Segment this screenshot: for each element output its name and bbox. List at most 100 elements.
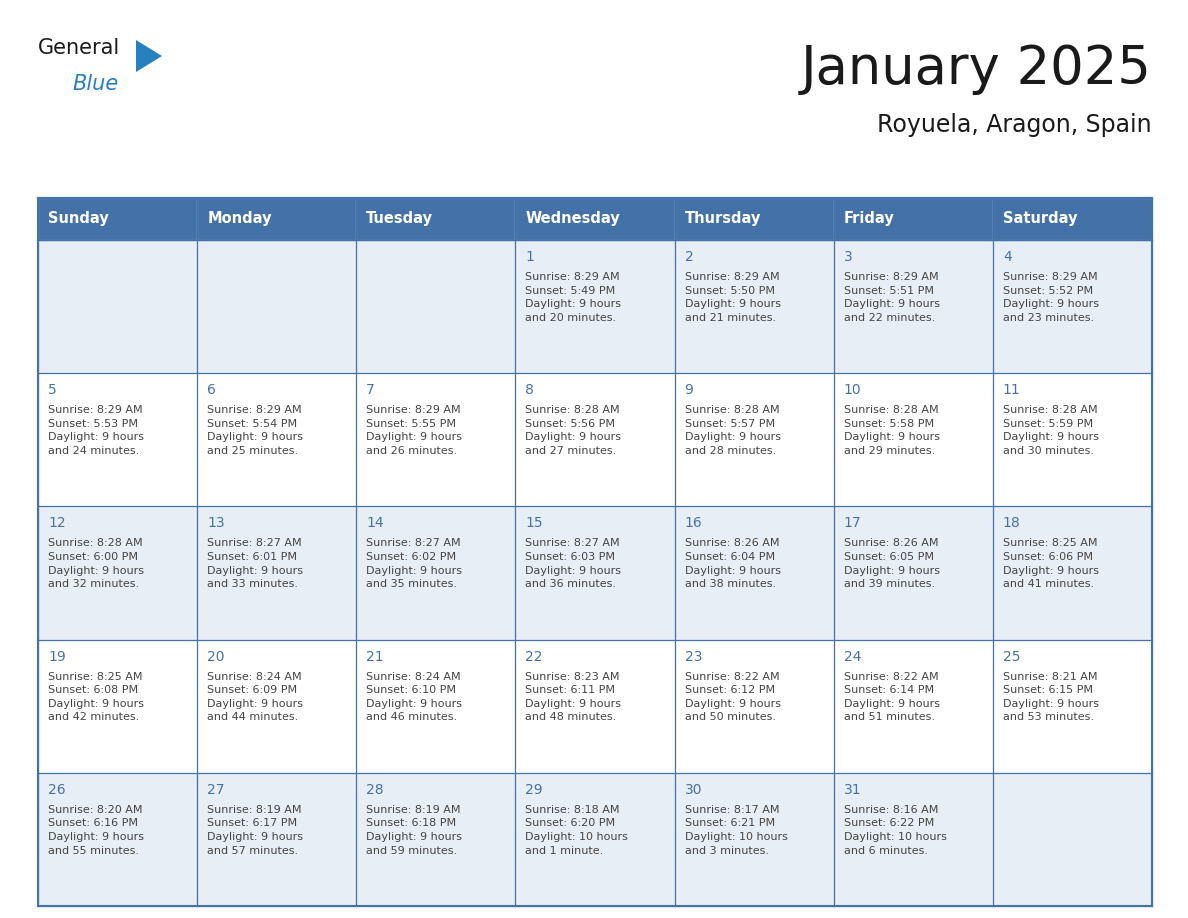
Bar bbox=[993, 240, 1152, 374]
Text: 6: 6 bbox=[207, 383, 216, 397]
Bar bbox=[993, 507, 1152, 640]
Text: Sunrise: 8:24 AM
Sunset: 6:09 PM
Daylight: 9 hours
and 44 minutes.: Sunrise: 8:24 AM Sunset: 6:09 PM Dayligh… bbox=[207, 672, 303, 722]
Bar bbox=[516, 240, 675, 374]
Text: Sunrise: 8:18 AM
Sunset: 6:20 PM
Daylight: 10 hours
and 1 minute.: Sunrise: 8:18 AM Sunset: 6:20 PM Dayligh… bbox=[525, 805, 628, 856]
Text: General: General bbox=[38, 38, 120, 58]
Text: Sunrise: 8:27 AM
Sunset: 6:03 PM
Daylight: 9 hours
and 36 minutes.: Sunrise: 8:27 AM Sunset: 6:03 PM Dayligh… bbox=[525, 538, 621, 589]
Text: Sunrise: 8:28 AM
Sunset: 5:56 PM
Daylight: 9 hours
and 27 minutes.: Sunrise: 8:28 AM Sunset: 5:56 PM Dayligh… bbox=[525, 405, 621, 456]
Text: Sunrise: 8:29 AM
Sunset: 5:51 PM
Daylight: 9 hours
and 22 minutes.: Sunrise: 8:29 AM Sunset: 5:51 PM Dayligh… bbox=[843, 272, 940, 323]
Bar bbox=[516, 374, 675, 507]
Text: 22: 22 bbox=[525, 650, 543, 664]
Bar bbox=[834, 240, 993, 374]
Text: 20: 20 bbox=[207, 650, 225, 664]
Bar bbox=[197, 773, 356, 906]
Bar bbox=[516, 198, 675, 240]
Text: Sunrise: 8:28 AM
Sunset: 5:59 PM
Daylight: 9 hours
and 30 minutes.: Sunrise: 8:28 AM Sunset: 5:59 PM Dayligh… bbox=[1003, 405, 1099, 456]
Text: Tuesday: Tuesday bbox=[366, 211, 434, 227]
Bar bbox=[197, 640, 356, 773]
Bar bbox=[675, 773, 834, 906]
Bar bbox=[675, 507, 834, 640]
Text: Sunday: Sunday bbox=[48, 211, 109, 227]
Bar bbox=[516, 640, 675, 773]
Bar bbox=[197, 507, 356, 640]
Text: Sunrise: 8:16 AM
Sunset: 6:22 PM
Daylight: 10 hours
and 6 minutes.: Sunrise: 8:16 AM Sunset: 6:22 PM Dayligh… bbox=[843, 805, 947, 856]
Bar bbox=[356, 198, 516, 240]
Text: 28: 28 bbox=[366, 783, 384, 797]
Text: 29: 29 bbox=[525, 783, 543, 797]
Bar bbox=[993, 773, 1152, 906]
Text: 24: 24 bbox=[843, 650, 861, 664]
Text: Sunrise: 8:24 AM
Sunset: 6:10 PM
Daylight: 9 hours
and 46 minutes.: Sunrise: 8:24 AM Sunset: 6:10 PM Dayligh… bbox=[366, 672, 462, 722]
Text: 25: 25 bbox=[1003, 650, 1020, 664]
Text: Sunrise: 8:22 AM
Sunset: 6:14 PM
Daylight: 9 hours
and 51 minutes.: Sunrise: 8:22 AM Sunset: 6:14 PM Dayligh… bbox=[843, 672, 940, 722]
Text: 18: 18 bbox=[1003, 517, 1020, 531]
Text: Sunrise: 8:22 AM
Sunset: 6:12 PM
Daylight: 9 hours
and 50 minutes.: Sunrise: 8:22 AM Sunset: 6:12 PM Dayligh… bbox=[684, 672, 781, 722]
Bar bbox=[38, 198, 1152, 906]
Text: Sunrise: 8:29 AM
Sunset: 5:54 PM
Daylight: 9 hours
and 25 minutes.: Sunrise: 8:29 AM Sunset: 5:54 PM Dayligh… bbox=[207, 405, 303, 456]
Text: Sunrise: 8:25 AM
Sunset: 6:06 PM
Daylight: 9 hours
and 41 minutes.: Sunrise: 8:25 AM Sunset: 6:06 PM Dayligh… bbox=[1003, 538, 1099, 589]
Text: Sunrise: 8:28 AM
Sunset: 6:00 PM
Daylight: 9 hours
and 32 minutes.: Sunrise: 8:28 AM Sunset: 6:00 PM Dayligh… bbox=[48, 538, 144, 589]
Bar bbox=[356, 507, 516, 640]
Text: 31: 31 bbox=[843, 783, 861, 797]
Text: Saturday: Saturday bbox=[1003, 211, 1078, 227]
Text: 19: 19 bbox=[48, 650, 65, 664]
Text: Thursday: Thursday bbox=[684, 211, 762, 227]
Bar bbox=[197, 240, 356, 374]
Text: 17: 17 bbox=[843, 517, 861, 531]
Text: 14: 14 bbox=[366, 517, 384, 531]
Text: 12: 12 bbox=[48, 517, 65, 531]
Text: Sunrise: 8:27 AM
Sunset: 6:02 PM
Daylight: 9 hours
and 35 minutes.: Sunrise: 8:27 AM Sunset: 6:02 PM Dayligh… bbox=[366, 538, 462, 589]
Text: Blue: Blue bbox=[72, 74, 119, 94]
Bar bbox=[993, 374, 1152, 507]
Text: Sunrise: 8:26 AM
Sunset: 6:05 PM
Daylight: 9 hours
and 39 minutes.: Sunrise: 8:26 AM Sunset: 6:05 PM Dayligh… bbox=[843, 538, 940, 589]
Text: 4: 4 bbox=[1003, 250, 1012, 264]
Bar bbox=[356, 773, 516, 906]
Bar bbox=[197, 198, 356, 240]
Text: Sunrise: 8:25 AM
Sunset: 6:08 PM
Daylight: 9 hours
and 42 minutes.: Sunrise: 8:25 AM Sunset: 6:08 PM Dayligh… bbox=[48, 672, 144, 722]
Text: January 2025: January 2025 bbox=[801, 43, 1152, 95]
Text: Monday: Monday bbox=[207, 211, 272, 227]
Text: Wednesday: Wednesday bbox=[525, 211, 620, 227]
Text: Sunrise: 8:29 AM
Sunset: 5:50 PM
Daylight: 9 hours
and 21 minutes.: Sunrise: 8:29 AM Sunset: 5:50 PM Dayligh… bbox=[684, 272, 781, 323]
Text: 8: 8 bbox=[525, 383, 535, 397]
Text: Friday: Friday bbox=[843, 211, 895, 227]
Bar bbox=[516, 507, 675, 640]
Bar bbox=[197, 374, 356, 507]
Bar bbox=[834, 374, 993, 507]
Text: 13: 13 bbox=[207, 517, 225, 531]
Bar bbox=[38, 240, 197, 374]
Bar bbox=[38, 640, 197, 773]
Bar bbox=[834, 640, 993, 773]
Bar bbox=[675, 240, 834, 374]
Bar bbox=[834, 198, 993, 240]
Bar bbox=[38, 773, 197, 906]
Bar bbox=[834, 507, 993, 640]
Text: Sunrise: 8:28 AM
Sunset: 5:57 PM
Daylight: 9 hours
and 28 minutes.: Sunrise: 8:28 AM Sunset: 5:57 PM Dayligh… bbox=[684, 405, 781, 456]
Text: Sunrise: 8:29 AM
Sunset: 5:49 PM
Daylight: 9 hours
and 20 minutes.: Sunrise: 8:29 AM Sunset: 5:49 PM Dayligh… bbox=[525, 272, 621, 323]
Text: Sunrise: 8:26 AM
Sunset: 6:04 PM
Daylight: 9 hours
and 38 minutes.: Sunrise: 8:26 AM Sunset: 6:04 PM Dayligh… bbox=[684, 538, 781, 589]
Bar bbox=[38, 507, 197, 640]
Text: Sunrise: 8:29 AM
Sunset: 5:55 PM
Daylight: 9 hours
and 26 minutes.: Sunrise: 8:29 AM Sunset: 5:55 PM Dayligh… bbox=[366, 405, 462, 456]
Bar bbox=[516, 773, 675, 906]
Text: 9: 9 bbox=[684, 383, 694, 397]
Text: Sunrise: 8:27 AM
Sunset: 6:01 PM
Daylight: 9 hours
and 33 minutes.: Sunrise: 8:27 AM Sunset: 6:01 PM Dayligh… bbox=[207, 538, 303, 589]
Text: 2: 2 bbox=[684, 250, 694, 264]
Text: Sunrise: 8:17 AM
Sunset: 6:21 PM
Daylight: 10 hours
and 3 minutes.: Sunrise: 8:17 AM Sunset: 6:21 PM Dayligh… bbox=[684, 805, 788, 856]
Text: 3: 3 bbox=[843, 250, 853, 264]
Text: Sunrise: 8:21 AM
Sunset: 6:15 PM
Daylight: 9 hours
and 53 minutes.: Sunrise: 8:21 AM Sunset: 6:15 PM Dayligh… bbox=[1003, 672, 1099, 722]
Bar bbox=[356, 640, 516, 773]
Text: Sunrise: 8:28 AM
Sunset: 5:58 PM
Daylight: 9 hours
and 29 minutes.: Sunrise: 8:28 AM Sunset: 5:58 PM Dayligh… bbox=[843, 405, 940, 456]
Text: Royuela, Aragon, Spain: Royuela, Aragon, Spain bbox=[878, 113, 1152, 137]
Text: Sunrise: 8:29 AM
Sunset: 5:53 PM
Daylight: 9 hours
and 24 minutes.: Sunrise: 8:29 AM Sunset: 5:53 PM Dayligh… bbox=[48, 405, 144, 456]
Text: 21: 21 bbox=[366, 650, 384, 664]
Bar bbox=[675, 374, 834, 507]
Text: 30: 30 bbox=[684, 783, 702, 797]
Text: 10: 10 bbox=[843, 383, 861, 397]
Bar bbox=[993, 640, 1152, 773]
Text: 7: 7 bbox=[366, 383, 375, 397]
Text: 26: 26 bbox=[48, 783, 65, 797]
Text: 11: 11 bbox=[1003, 383, 1020, 397]
Text: Sunrise: 8:29 AM
Sunset: 5:52 PM
Daylight: 9 hours
and 23 minutes.: Sunrise: 8:29 AM Sunset: 5:52 PM Dayligh… bbox=[1003, 272, 1099, 323]
Bar bbox=[675, 198, 834, 240]
Bar bbox=[356, 374, 516, 507]
